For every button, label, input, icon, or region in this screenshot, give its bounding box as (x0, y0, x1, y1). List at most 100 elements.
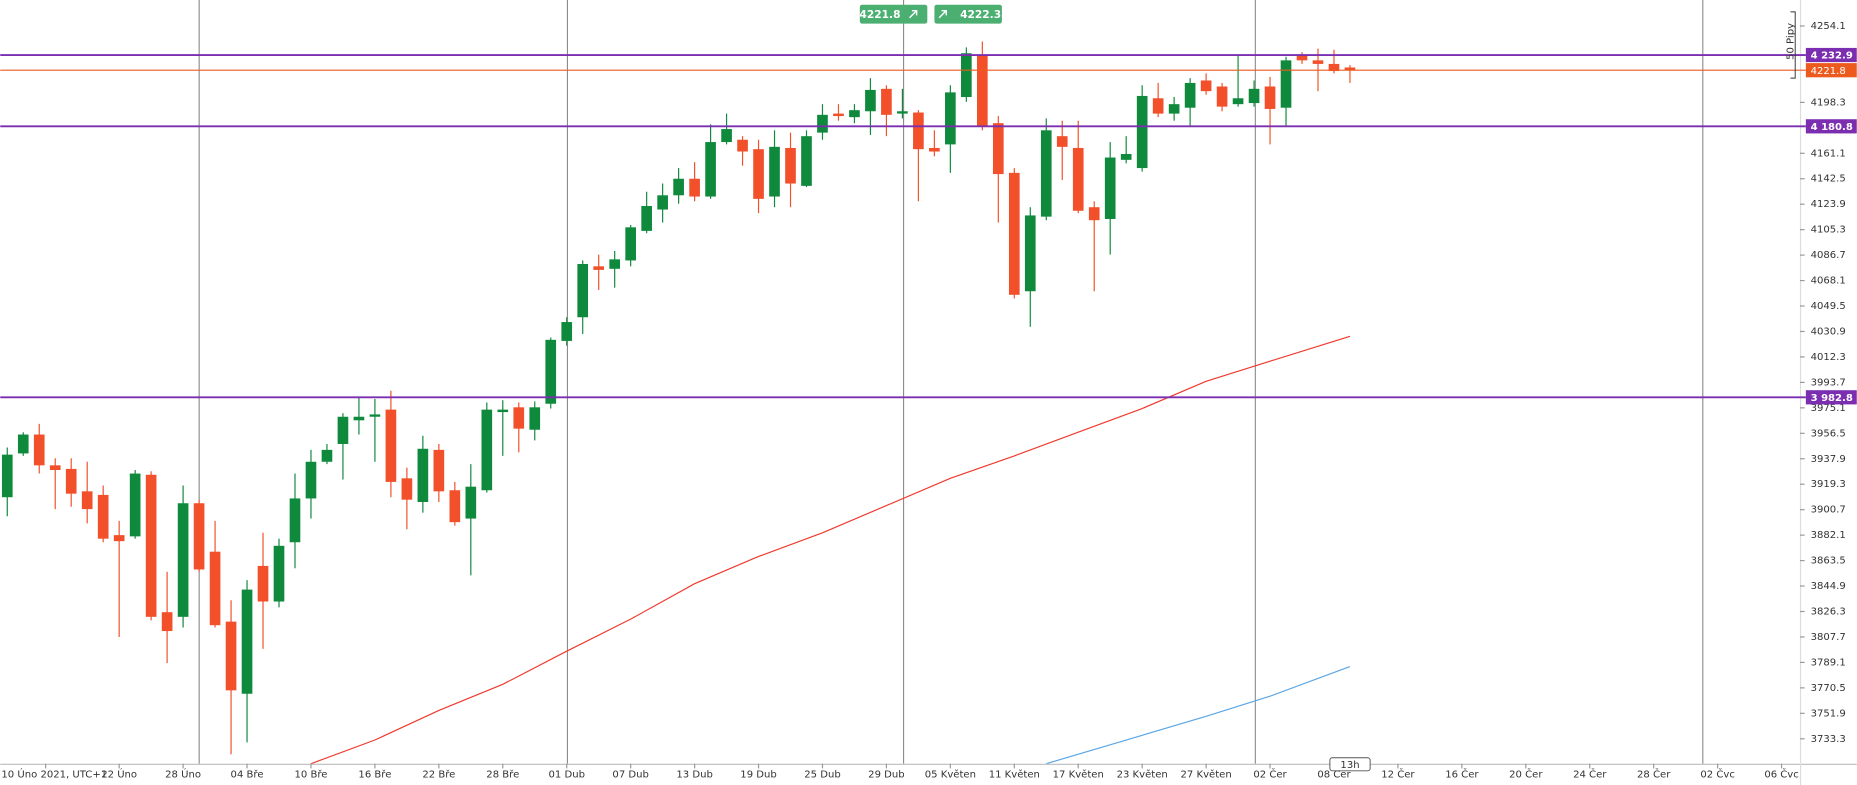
candle-body (625, 227, 636, 261)
x-tick-label: 02 Čvc (1700, 767, 1734, 780)
candle-body (961, 53, 972, 98)
time-box (1329, 757, 1371, 772)
y-tick-label: 4123.9 (1811, 199, 1846, 210)
pip-label: 50 Pipy (1785, 23, 1796, 60)
x-tick-label: 22 Úno (101, 767, 137, 780)
candle-body (1008, 172, 1020, 295)
candle-body (401, 478, 413, 500)
candle-body (129, 473, 141, 537)
x-tick-label: 13 Dub (676, 769, 712, 780)
y-tick-label: 3751.9 (1811, 708, 1846, 719)
candle-body (97, 494, 109, 539)
candle-body (449, 490, 461, 523)
candle-body (177, 503, 189, 617)
candle-body (465, 486, 477, 519)
candle-body (369, 414, 381, 417)
candle-body (673, 178, 684, 196)
time-label: 13h (1340, 760, 1359, 771)
x-tick-label: 23 Květen (1117, 768, 1168, 780)
axes: 4254.1 4198.3 4161.1 4142.5 4123.9 4105.3 4086… (0, 21, 1857, 780)
y-tick-label: 3826.3 (1811, 606, 1846, 617)
price-label: 4221.8 (1811, 66, 1846, 77)
x-tick-label: 11 Květen (989, 768, 1040, 780)
x-tick-label: 27 Květen (1181, 768, 1232, 780)
candle-body (801, 136, 812, 186)
candle-body (721, 129, 732, 143)
candle-body (81, 491, 93, 510)
x-tick-label: 24 Čer (1573, 767, 1607, 780)
y-tick-label: 4012.3 (1811, 352, 1846, 363)
level-label: 4 180.8 (1811, 122, 1853, 133)
candle-body (833, 113, 844, 117)
x-tick-label: 10 Bře (294, 768, 327, 780)
y-tick-label: 3900.7 (1811, 505, 1846, 516)
y-tick-label: 3882.1 (1811, 530, 1846, 541)
candle-body (992, 123, 1004, 175)
candle-body (1104, 157, 1116, 219)
y-tick-label: 3956.5 (1811, 428, 1846, 439)
y-tick-label: 4049.5 (1811, 301, 1846, 312)
level-tag (1805, 47, 1857, 63)
x-tick-label: 16 Čer (1445, 767, 1479, 780)
candle-body (17, 434, 29, 454)
candle-body (1344, 67, 1356, 71)
moving-average (310, 335, 1351, 764)
x-tick-label: 16 Bře (358, 768, 391, 780)
candle-body (1184, 82, 1196, 108)
candle-body (897, 111, 908, 114)
candle-body (273, 545, 285, 602)
candle-body (1264, 86, 1276, 109)
x-tick-label: 06 Čvc (1764, 767, 1798, 780)
y-tick-label: 4030.9 (1811, 326, 1846, 337)
candle-body (1248, 88, 1260, 104)
candle-body (705, 142, 716, 197)
x-tick-label: 19 Dub (740, 769, 776, 780)
candle-body (689, 178, 700, 197)
sell-button[interactable]: 4221.8 (859, 4, 928, 24)
candle-body (1312, 60, 1324, 64)
y-tick-label: 4105.3 (1811, 225, 1846, 236)
candle-body (1296, 54, 1308, 61)
period-separators (198, 0, 1704, 764)
y-tick-label: 3789.1 (1811, 657, 1846, 668)
x-tick-label: 01 Dub (548, 769, 584, 780)
candle-body (1328, 63, 1340, 72)
level-tag (1805, 119, 1857, 134)
candle-body (1040, 130, 1052, 217)
candle-body (1280, 60, 1292, 108)
y-tick-label: 4068.1 (1811, 276, 1846, 287)
candle-body (417, 448, 429, 503)
y-tick-label: 3844.9 (1811, 581, 1846, 592)
y-tick-label: 4086.7 (1811, 250, 1846, 261)
sell-price: 4221.8 (859, 8, 900, 21)
candle-body (849, 110, 860, 118)
candle-body (577, 264, 589, 318)
candle-body (145, 474, 157, 617)
candle-body (865, 89, 876, 112)
candle-body (385, 409, 397, 482)
buy-price: 4222.3 (960, 8, 1001, 21)
candle-body (657, 195, 668, 210)
candle-body (817, 114, 828, 133)
pip-bracket (1790, 11, 1796, 79)
y-tick-label: 3919.3 (1811, 479, 1846, 490)
candle-body (785, 147, 796, 184)
x-tick-label: 28 Úno (165, 767, 201, 780)
candle-body (976, 54, 988, 127)
level-tag (1805, 390, 1857, 405)
candle-body (1072, 147, 1084, 211)
y-tick-label: 4198.3 (1811, 97, 1846, 108)
candle-body (1, 454, 13, 498)
candle-body (289, 498, 301, 543)
y-tick-label: 3975.1 (1811, 403, 1846, 414)
buy-button[interactable]: 4222.3 (934, 4, 1002, 24)
candle-body (209, 551, 221, 626)
candle-body (1216, 86, 1228, 107)
y-tick-label: 4161.1 (1811, 148, 1846, 159)
candle-body (769, 146, 780, 197)
candle-body (1232, 98, 1244, 105)
candle-body (1024, 215, 1036, 292)
price-tag (1805, 63, 1857, 78)
candle-body (945, 92, 956, 145)
